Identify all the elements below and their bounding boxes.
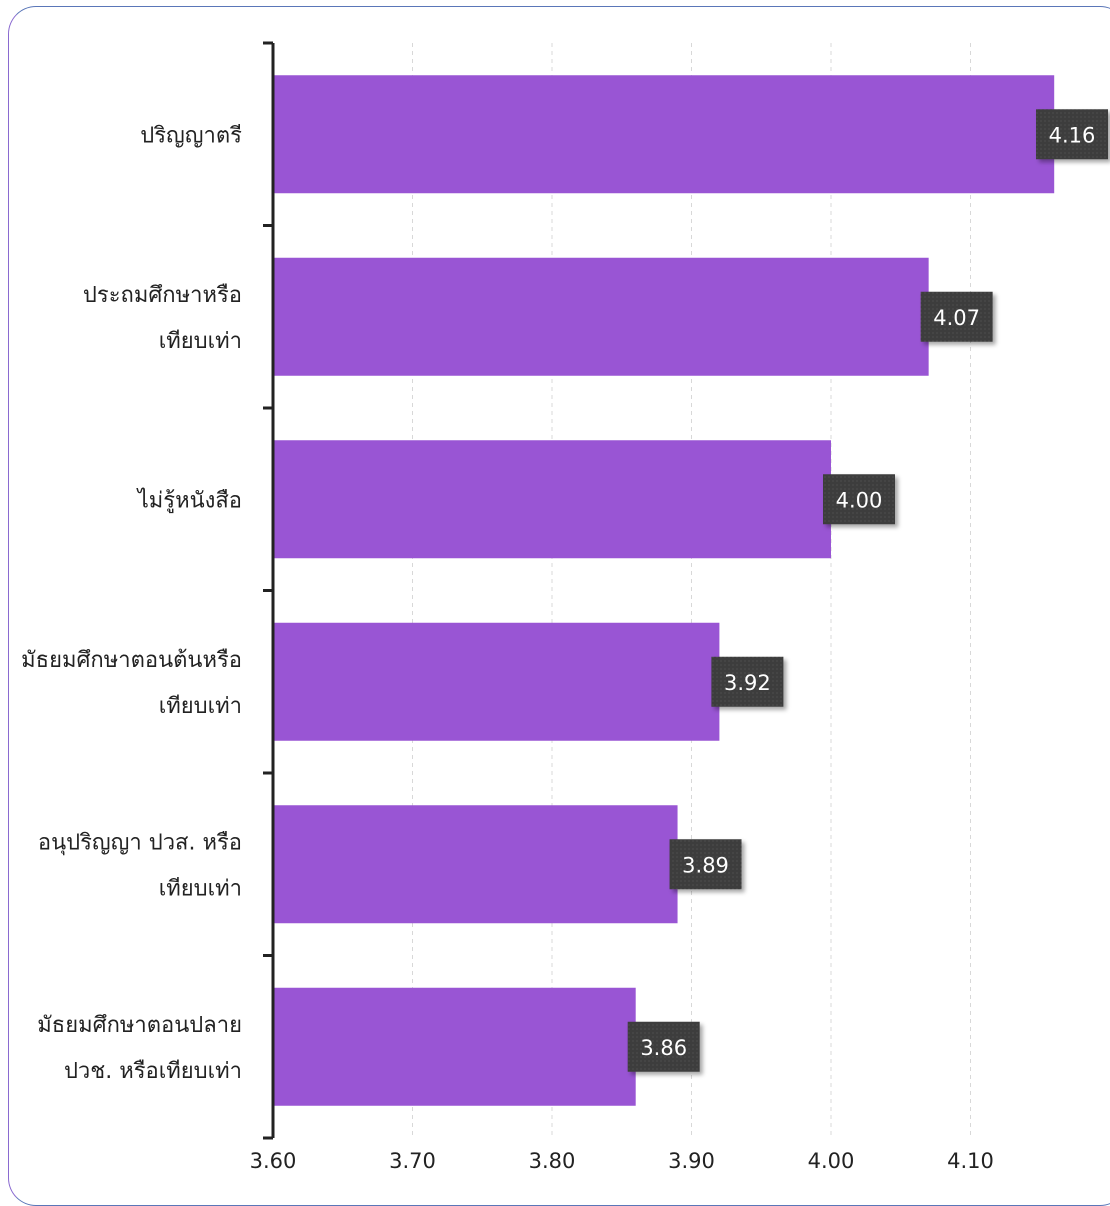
category-label: เทียบเท่า (159, 329, 242, 354)
data-label-box (669, 839, 742, 890)
bar (273, 440, 831, 559)
data-label-box (1036, 109, 1108, 160)
data-label: 4.07 (933, 306, 980, 330)
x-tick-labels: 3.60 3.70 3.80 3.90 4.00 4.10 (250, 1149, 994, 1173)
category-label: เทียบเท่า (159, 876, 242, 901)
data-labels: 4.16 4.07 4.00 3.92 3.89 3.86 (627, 109, 1108, 1072)
data-label: 3.86 (640, 1036, 687, 1060)
data-label-box (823, 474, 895, 525)
category-label: มัธยมศึกษาตอนปลาย (37, 1013, 242, 1038)
category-labels: ปริญญาตรีประถมศึกษาหรือเทียบเท่าไม่รู้หน… (21, 123, 242, 1084)
bars (273, 75, 1055, 1106)
grid-lines (412, 43, 971, 1138)
x-tick-label: 3.90 (668, 1149, 715, 1173)
category-label: ปริญญาตรี (140, 123, 242, 148)
x-tick-label: 3.60 (250, 1149, 297, 1173)
x-tick-label: 3.70 (389, 1149, 436, 1173)
data-label: 3.92 (724, 671, 771, 695)
data-label-box (920, 291, 993, 342)
x-tick-label: 3.80 (529, 1149, 576, 1173)
category-label: ปวช. หรือเทียบเท่า (64, 1059, 242, 1084)
data-label: 3.89 (682, 853, 729, 877)
category-label: เทียบเท่า (159, 694, 242, 719)
category-label: มัธยมศึกษาตอนต้นหรือ (21, 648, 242, 673)
x-tick-label: 4.10 (947, 1149, 994, 1173)
bar (273, 257, 929, 376)
category-label: ไม่รู้หนังสือ (136, 487, 242, 513)
data-label: 4.00 (836, 488, 883, 512)
bar (273, 622, 720, 741)
category-label: อนุปริญญา ปวส. หรือ (38, 830, 242, 855)
data-label-box (627, 1021, 700, 1072)
bar (273, 805, 678, 924)
y-axis (263, 41, 275, 1140)
bar (273, 75, 1055, 194)
data-label: 4.16 (1049, 123, 1096, 147)
category-label: ประถมศึกษาหรือ (83, 283, 242, 308)
bar (273, 987, 636, 1106)
data-label-box (711, 656, 784, 707)
x-tick-label: 4.00 (808, 1149, 855, 1173)
